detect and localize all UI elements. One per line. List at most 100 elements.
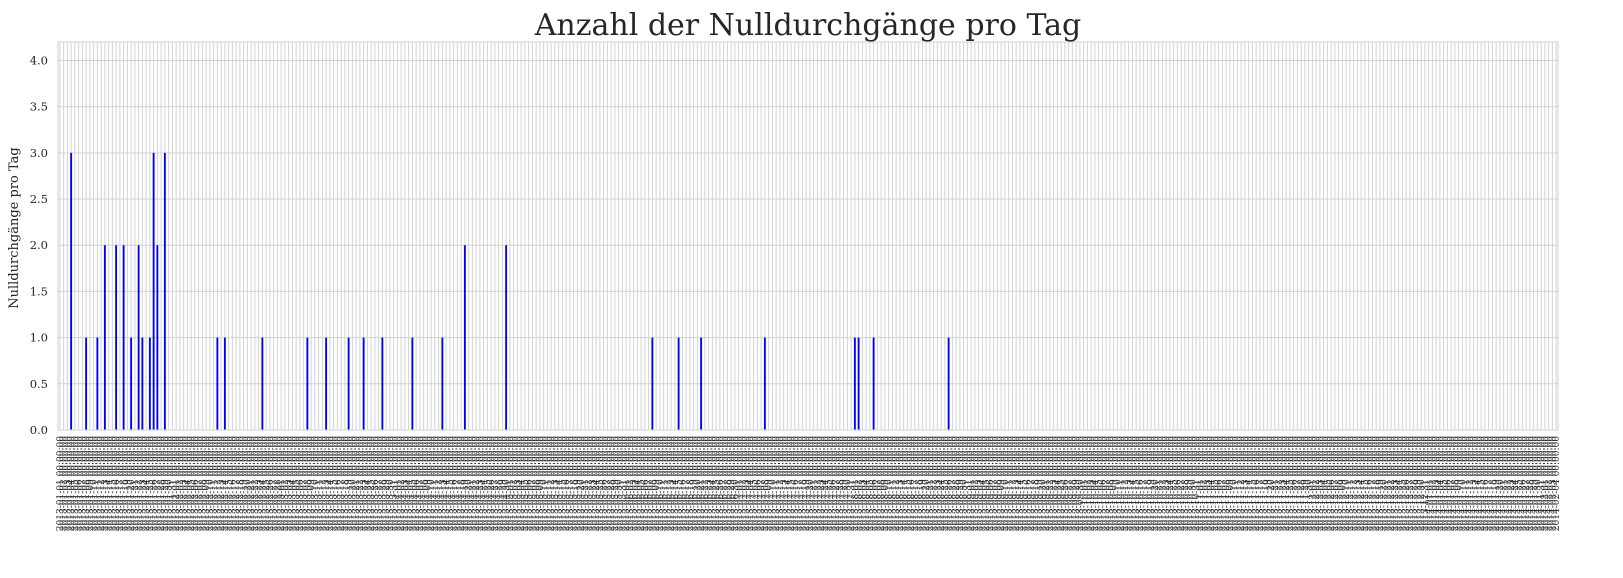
x-tick-label: 2013-10-13 00:00:00 bbox=[1125, 436, 1135, 531]
x-tick-label: 2014-01-27 00:00:00 bbox=[1522, 436, 1532, 531]
x-tick-label: 2013-02-01 00:00:00 bbox=[172, 436, 182, 531]
x-tick-label: 2013-01-20 00:00:00 bbox=[127, 436, 137, 531]
x-tick-label: 2013-01-14 00:00:00 bbox=[105, 436, 115, 531]
x-tick-label: 2013-11-12 00:00:00 bbox=[1237, 436, 1247, 531]
x-tick-label: 2013-10-08 00:00:00 bbox=[1106, 436, 1116, 531]
x-tick-label: 2013-01-21 00:00:00 bbox=[131, 436, 141, 531]
x-tick-label: 2013-08-07 00:00:00 bbox=[873, 436, 883, 531]
x-tick-label: 2013-03-25 00:00:00 bbox=[367, 436, 377, 531]
x-tick-label: 2013-02-03 00:00:00 bbox=[180, 436, 190, 531]
x-tick-label: 2013-11-01 00:00:00 bbox=[1196, 436, 1206, 531]
x-tick-label: 2013-05-10 00:00:00 bbox=[540, 436, 550, 531]
x-tick-label: 2013-11-15 00:00:00 bbox=[1248, 436, 1258, 531]
x-tick-label: 2013-06-01 00:00:00 bbox=[622, 436, 632, 531]
x-tick-label: 2013-10-19 00:00:00 bbox=[1147, 436, 1157, 531]
x-tick-label: 2013-05-09 00:00:00 bbox=[536, 436, 546, 531]
x-tick-label: 2013-03-16 00:00:00 bbox=[333, 436, 343, 531]
x-tick-label: 2013-05-03 00:00:00 bbox=[513, 436, 523, 531]
x-tick-label: 2013-01-24 00:00:00 bbox=[142, 436, 152, 531]
x-tick-label: 2013-01-27 00:00:00 bbox=[153, 436, 163, 531]
x-tick-label: 2013-06-20 00:00:00 bbox=[693, 436, 703, 531]
x-tick-label: 2013-08-01 00:00:00 bbox=[851, 436, 861, 531]
bar bbox=[505, 245, 508, 430]
x-tick-label: 2013-10-20 00:00:00 bbox=[1151, 436, 1161, 531]
x-tick-label: 2013-04-09 00:00:00 bbox=[423, 436, 433, 531]
x-tick-label: 2013-06-10 00:00:00 bbox=[656, 436, 666, 531]
x-tick-label: 2013-09-23 00:00:00 bbox=[1050, 436, 1060, 531]
x-tick-label: 2013-03-21 00:00:00 bbox=[352, 436, 362, 531]
x-tick-label: 2013-08-21 00:00:00 bbox=[926, 436, 936, 531]
x-tick-label: 2013-07-21 00:00:00 bbox=[810, 436, 820, 531]
x-tick-label: 2013-07-22 00:00:00 bbox=[813, 436, 823, 531]
x-tick-label: 2013-01-05 00:00:00 bbox=[71, 436, 81, 531]
x-tick-label: 2013-09-12 00:00:00 bbox=[1008, 436, 1018, 531]
x-tick-label: 2013-04-06 00:00:00 bbox=[412, 436, 422, 531]
x-tick-label: 2013-12-20 00:00:00 bbox=[1380, 436, 1390, 531]
y-tick-labels: 0.0 0.5 1.0 1.5 2.0 2.5 3.0 3.5 4.0 bbox=[30, 53, 48, 437]
x-tick-label: 2013-08-31 00:00:00 bbox=[963, 436, 973, 531]
x-tick-label: 2013-11-30 00:00:00 bbox=[1305, 436, 1315, 531]
x-tick-label: 2013-04-02 00:00:00 bbox=[397, 436, 407, 531]
x-tick-label: 2013-03-01 00:00:00 bbox=[277, 436, 287, 531]
x-tick-label: 2013-08-14 00:00:00 bbox=[900, 436, 910, 531]
x-tick-label: 2013-10-22 00:00:00 bbox=[1158, 436, 1168, 531]
x-tick-label: 2013-09-20 00:00:00 bbox=[1038, 436, 1048, 531]
x-tick-label: 2013-02-23 00:00:00 bbox=[255, 436, 265, 531]
x-tick-label: 2013-04-08 00:00:00 bbox=[420, 436, 430, 531]
x-tick-label: 2013-07-11 00:00:00 bbox=[772, 436, 782, 531]
x-tick-label: 2013-09-30 00:00:00 bbox=[1076, 436, 1086, 531]
x-tick-label: 2013-05-30 00:00:00 bbox=[615, 436, 625, 531]
x-tick-label: 2013-12-27 00:00:00 bbox=[1406, 436, 1416, 531]
x-tick-label: 2013-08-29 00:00:00 bbox=[956, 436, 966, 531]
x-tick-label: 2013-09-02 00:00:00 bbox=[971, 436, 981, 531]
x-tick-label: 2013-04-20 00:00:00 bbox=[465, 436, 475, 531]
x-tick-label: 2013-11-09 00:00:00 bbox=[1226, 436, 1236, 531]
x-tick-label: 2013-12-08 00:00:00 bbox=[1335, 436, 1345, 531]
bar bbox=[96, 337, 99, 430]
x-tick-label: 2013-04-30 00:00:00 bbox=[502, 436, 512, 531]
x-tick-label: 2013-07-27 00:00:00 bbox=[832, 436, 842, 531]
bar bbox=[122, 245, 125, 430]
x-tick-label: 2013-10-12 00:00:00 bbox=[1121, 436, 1131, 531]
y-tick-label: 1.0 bbox=[30, 331, 48, 345]
y-tick-label: 0.5 bbox=[30, 377, 48, 391]
x-tick-label: 2013-07-26 00:00:00 bbox=[828, 436, 838, 531]
y-grid-lines bbox=[58, 59, 1558, 431]
x-tick-label: 2013-04-11 00:00:00 bbox=[431, 436, 441, 531]
x-tick-label: 2013-07-18 00:00:00 bbox=[798, 436, 808, 531]
x-tick-label: 2013-08-11 00:00:00 bbox=[888, 436, 898, 531]
x-tick-label: 2013-06-05 00:00:00 bbox=[637, 436, 647, 531]
y-tick-label: 3.0 bbox=[30, 146, 48, 160]
x-tick-label: 2013-05-18 00:00:00 bbox=[570, 436, 580, 531]
x-tick-label: 2013-08-20 00:00:00 bbox=[922, 436, 932, 531]
x-tick-label: 2013-03-10 00:00:00 bbox=[311, 436, 321, 531]
bar bbox=[152, 152, 155, 430]
x-tick-label: 2013-09-07 00:00:00 bbox=[990, 436, 1000, 531]
x-tick-label: 2013-03-30 00:00:00 bbox=[386, 436, 396, 531]
x-tick-label: 2013-02-02 00:00:00 bbox=[176, 436, 186, 531]
bar bbox=[325, 337, 328, 430]
x-tick-label: 2013-03-31 00:00:00 bbox=[390, 436, 400, 531]
x-tick-label: 2013-02-15 00:00:00 bbox=[225, 436, 235, 531]
x-tick-label: 2013-07-05 00:00:00 bbox=[750, 436, 760, 531]
x-tick-label: 2013-07-12 00:00:00 bbox=[776, 436, 786, 531]
x-tick-label: 2013-12-21 00:00:00 bbox=[1383, 436, 1393, 531]
x-tick-label: 2013-07-15 00:00:00 bbox=[787, 436, 797, 531]
bar bbox=[872, 337, 875, 430]
x-tick-label: 2013-08-19 00:00:00 bbox=[918, 436, 928, 531]
x-tick-label: 2013-08-16 00:00:00 bbox=[907, 436, 917, 531]
x-tick-label: 2013-04-23 00:00:00 bbox=[476, 436, 486, 531]
x-tick-label: 2013-07-29 00:00:00 bbox=[840, 436, 850, 531]
x-tick-label: 2014-02-02 00:00:00 bbox=[1545, 436, 1555, 531]
bar bbox=[137, 245, 140, 430]
x-tick-label: 2013-03-28 00:00:00 bbox=[378, 436, 388, 531]
x-tick-label: 2013-01-06 00:00:00 bbox=[75, 436, 85, 531]
x-tick-label: 2013-08-10 00:00:00 bbox=[885, 436, 895, 531]
x-tick-label: 2013-04-17 00:00:00 bbox=[453, 436, 463, 531]
x-tick-label: 2013-02-28 00:00:00 bbox=[273, 436, 283, 531]
x-tick-label: 2013-12-05 00:00:00 bbox=[1323, 436, 1333, 531]
x-tick-label: 2014-01-26 00:00:00 bbox=[1518, 436, 1528, 531]
x-tick-label: 2013-11-28 00:00:00 bbox=[1297, 436, 1307, 531]
x-tick-label: 2013-07-01 00:00:00 bbox=[735, 436, 745, 531]
x-tick-label: 2013-10-03 00:00:00 bbox=[1087, 436, 1097, 531]
